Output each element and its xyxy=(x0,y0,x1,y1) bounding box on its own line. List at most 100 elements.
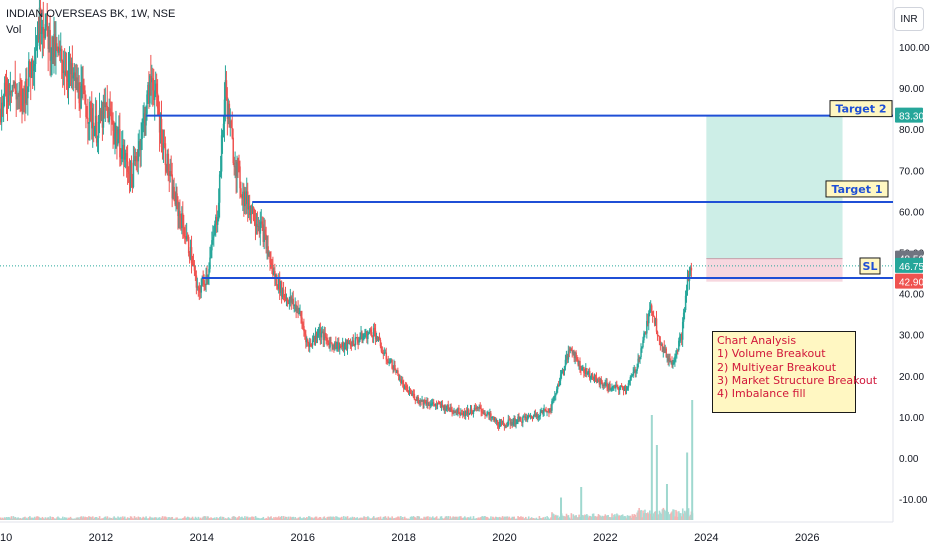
candle-body xyxy=(1,102,4,108)
volume-bar xyxy=(131,518,134,520)
volume-bar xyxy=(502,517,505,520)
candle-body xyxy=(593,375,596,379)
candle-body xyxy=(11,85,14,93)
candle-body xyxy=(629,377,632,381)
candle-body xyxy=(132,160,135,187)
volume-bar xyxy=(101,518,104,520)
volume-bar xyxy=(492,516,494,520)
candle-body xyxy=(61,61,64,74)
volume-bar xyxy=(479,517,482,520)
volume-bar xyxy=(521,517,523,520)
volume-bar xyxy=(334,518,336,520)
volume-bar xyxy=(340,516,343,520)
candle-body xyxy=(78,82,80,104)
candle-body xyxy=(487,412,489,414)
candle-body xyxy=(585,368,587,375)
candle-body xyxy=(84,90,86,104)
candle-body xyxy=(200,285,203,293)
volume-bar xyxy=(320,518,323,520)
volume-bar xyxy=(600,516,603,520)
volume-bar xyxy=(292,516,295,520)
candle-body xyxy=(242,191,244,199)
candle-body xyxy=(519,417,521,420)
candle-body xyxy=(106,105,109,108)
volume-bar xyxy=(507,517,510,520)
volume-bar xyxy=(400,516,402,520)
volume-bar xyxy=(187,517,190,520)
volume-bar xyxy=(549,518,551,520)
volume-bar xyxy=(365,518,367,520)
candle-body xyxy=(516,419,518,424)
candle-body xyxy=(639,357,641,360)
volume-bar xyxy=(623,515,626,520)
y-tick-label: 0.00 xyxy=(899,454,919,465)
candle-body xyxy=(514,418,516,425)
volume-bar xyxy=(241,516,243,520)
candle-body xyxy=(208,268,210,275)
candle-body xyxy=(118,129,120,139)
candle-body xyxy=(27,86,29,99)
volume-bar xyxy=(391,516,393,520)
volume-bar xyxy=(421,518,423,520)
candle-body xyxy=(10,91,13,93)
candle-body xyxy=(550,408,552,411)
candle-body xyxy=(390,360,392,362)
volume-bar xyxy=(622,516,625,520)
volume-bar xyxy=(206,516,208,520)
volume-bar xyxy=(619,515,622,520)
candle-body xyxy=(427,401,429,406)
candle-body xyxy=(406,386,409,392)
volume-bar xyxy=(92,518,95,520)
candle-body xyxy=(48,29,50,49)
candle-body xyxy=(260,221,263,223)
candle-body xyxy=(23,88,25,93)
volume-bar xyxy=(564,516,567,520)
volume-bar xyxy=(648,513,650,520)
volume-bar xyxy=(585,515,587,520)
volume-bar xyxy=(130,516,133,520)
candle-body xyxy=(205,275,207,285)
candle-body xyxy=(612,386,614,388)
volume-bar xyxy=(66,518,69,520)
volume-bar xyxy=(165,517,168,520)
candle-body xyxy=(361,332,363,341)
volume-bar xyxy=(18,518,21,520)
volume-bar xyxy=(688,516,691,520)
stop-price-tag: 42.90 xyxy=(899,278,924,289)
volume-bar xyxy=(270,516,272,520)
volume-bar xyxy=(282,516,285,520)
candle-body xyxy=(510,422,512,425)
volume-indicator-label[interactable]: Vol xyxy=(6,24,22,36)
candle-body xyxy=(275,274,277,279)
candle-body xyxy=(655,318,658,332)
volume-bar xyxy=(594,516,597,520)
candle-body xyxy=(404,386,407,388)
volume-bar xyxy=(493,517,495,520)
volume-bar xyxy=(220,518,223,520)
volume-bar xyxy=(252,516,255,520)
x-tick-label: 2022 xyxy=(593,532,617,544)
volume-bar xyxy=(180,518,182,520)
candle-body xyxy=(293,305,296,307)
volume-bar xyxy=(23,517,25,520)
volume-bar xyxy=(290,517,293,520)
volume-bar xyxy=(550,517,552,520)
volume-bar xyxy=(154,517,157,520)
candle-body xyxy=(162,142,165,150)
candle-body xyxy=(389,361,391,363)
candle-body xyxy=(67,70,70,82)
volume-bar xyxy=(156,518,159,520)
candle-body xyxy=(185,235,188,240)
candle-body xyxy=(140,138,142,151)
volume-bar xyxy=(298,517,300,520)
volume-bar xyxy=(212,518,214,520)
candle-body xyxy=(143,113,145,119)
volume-bar xyxy=(60,518,62,520)
currency-button[interactable]: INR xyxy=(894,7,924,31)
candle-body xyxy=(687,278,690,281)
candle-body xyxy=(660,344,663,346)
candle-body xyxy=(415,399,418,401)
volume-bar xyxy=(309,517,312,520)
volume-bar xyxy=(641,517,643,520)
